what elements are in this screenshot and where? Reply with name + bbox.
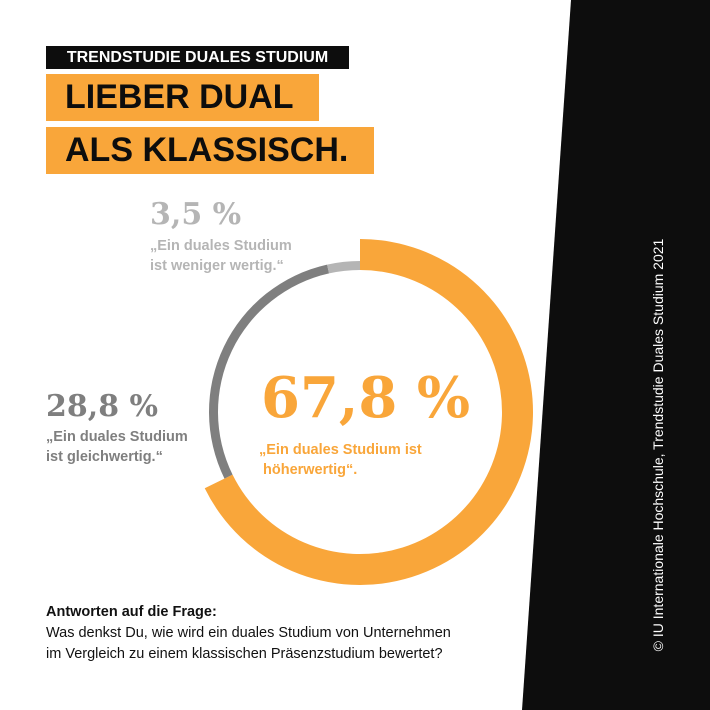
black-side-panel: [522, 0, 710, 710]
quote-line: „Ein duales Studium: [150, 238, 292, 254]
quote-line: „Ein duales Studium ist: [259, 442, 422, 458]
kicker-label: TRENDSTUDIE DUALES STUDIUM: [46, 46, 349, 69]
quote-line: höherwertig“.: [263, 462, 358, 478]
question-text: im Vergleich zu einem klassischen Präsen…: [46, 646, 443, 662]
quote-line: ist weniger wertig.“: [150, 258, 284, 274]
question-block: Antworten auf die Frage: Was denkst Du, …: [46, 602, 451, 665]
value-label-weniger: 3,5 %: [150, 197, 242, 232]
copyright-credit: © IU Internationale Hochschule, Trendstu…: [650, 238, 666, 652]
donut-chart: [204, 239, 534, 585]
quote-line: „Ein duales Studium: [46, 429, 188, 445]
segment-gleichwertig: [209, 264, 330, 479]
quote-line: ist gleichwertig.“: [46, 449, 163, 465]
question-text: Was denkst Du, wie wird ein duales Studi…: [46, 625, 451, 641]
quote-hoeher: „Ein duales Studium ist höherwertig“.: [259, 440, 422, 480]
value-label-gleich: 28,8 %: [46, 389, 159, 424]
quote-weniger: „Ein duales Studium ist weniger wertig.“: [150, 236, 292, 276]
value-label-hoeher: 67,8 %: [261, 365, 471, 431]
quote-gleich: „Ein duales Studium ist gleichwertig.“: [46, 427, 188, 467]
headline-line-1: LIEBER DUAL: [46, 74, 319, 121]
headline-line-2: ALS KLASSISCH.: [46, 127, 374, 174]
question-label: Antworten auf die Frage:: [46, 604, 217, 620]
segment-weniger-wertig: [327, 261, 360, 274]
